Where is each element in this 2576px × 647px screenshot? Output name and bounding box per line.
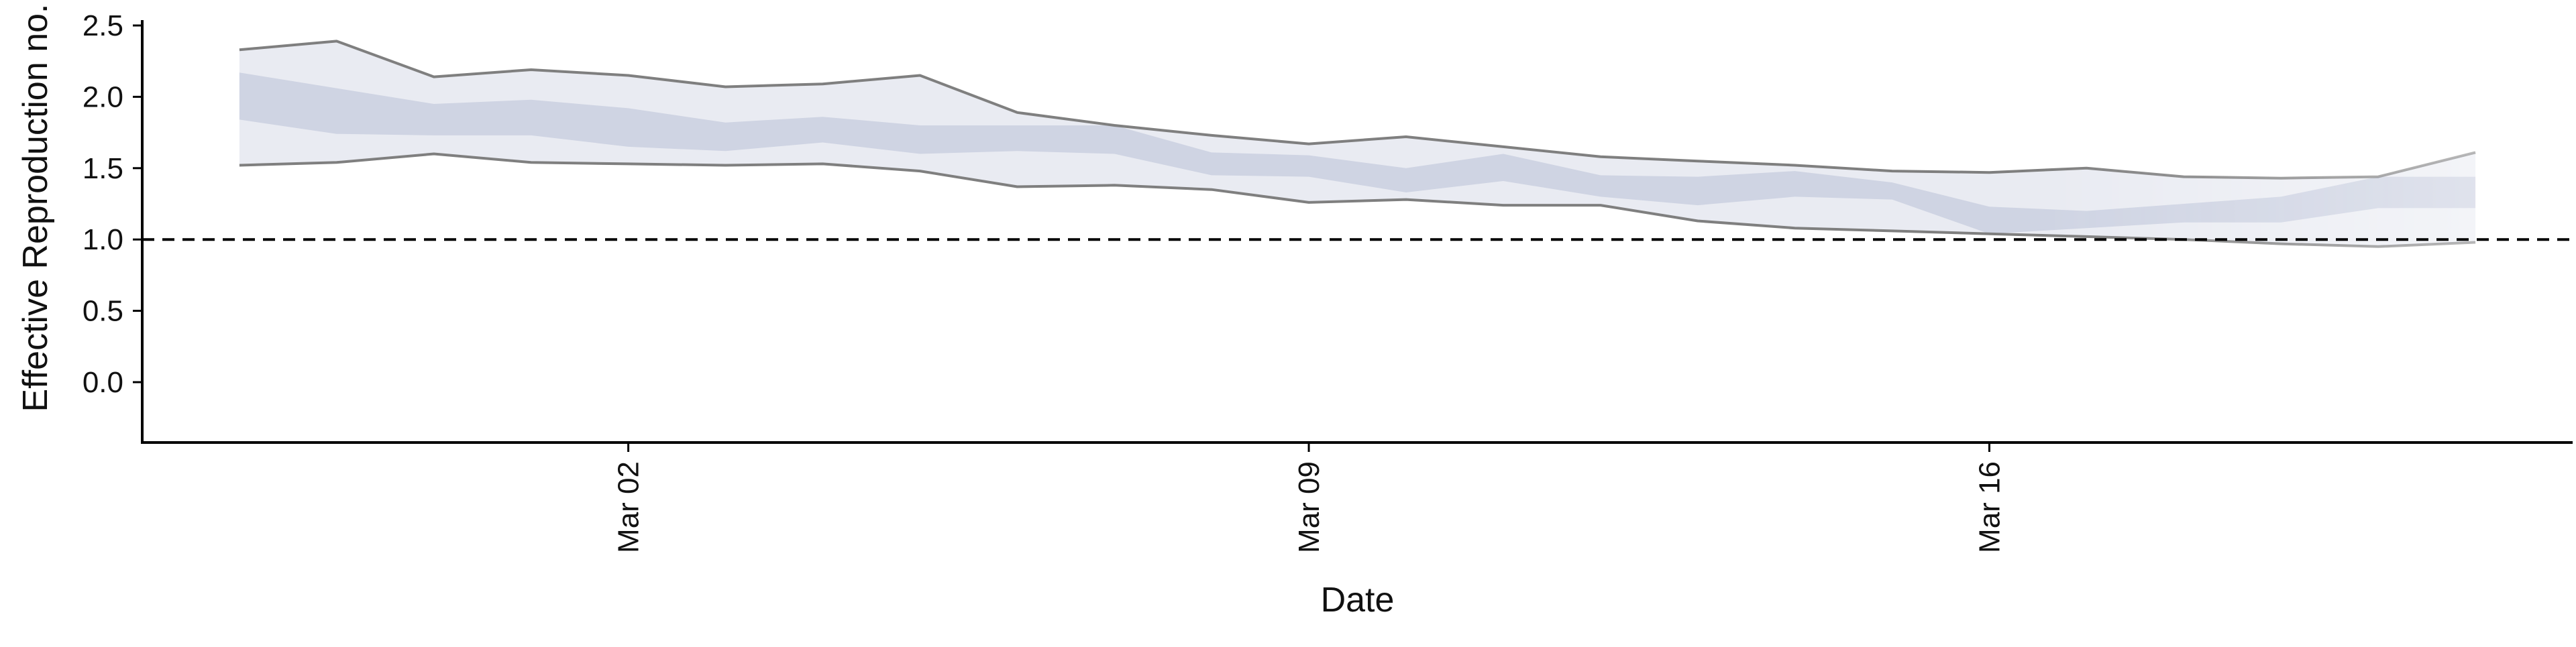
- y-tick-label: 2.0: [83, 80, 123, 113]
- inner-interval-band: [239, 72, 2476, 234]
- x-tick-label: Mar 09: [1293, 461, 1326, 553]
- y-tick-label: 0.0: [83, 366, 123, 399]
- y-axis-title: Effective Reproduction no.: [16, 4, 55, 412]
- ticks-layer: 0.0 0.5 1.0 1.5 2.0 2.5 Mar 02 Mar 09 Mar 16: [83, 9, 2006, 553]
- bound-lines-layer: [142, 40, 2573, 248]
- x-tick-label: Mar 02: [612, 461, 645, 553]
- outer-upper-line: [239, 40, 2476, 180]
- bands-layer: [239, 41, 2476, 247]
- y-tick-label: 0.5: [83, 295, 123, 328]
- outer-lower-line: [239, 152, 2476, 248]
- axes-layer: [141, 20, 2573, 444]
- y-tick-label: 1.5: [83, 152, 123, 185]
- x-axis-title: Date: [1321, 581, 1395, 620]
- y-tick-label: 1.0: [83, 223, 123, 256]
- x-tick-label: Mar 16: [1973, 461, 2006, 553]
- y-tick-label: 2.5: [83, 9, 123, 42]
